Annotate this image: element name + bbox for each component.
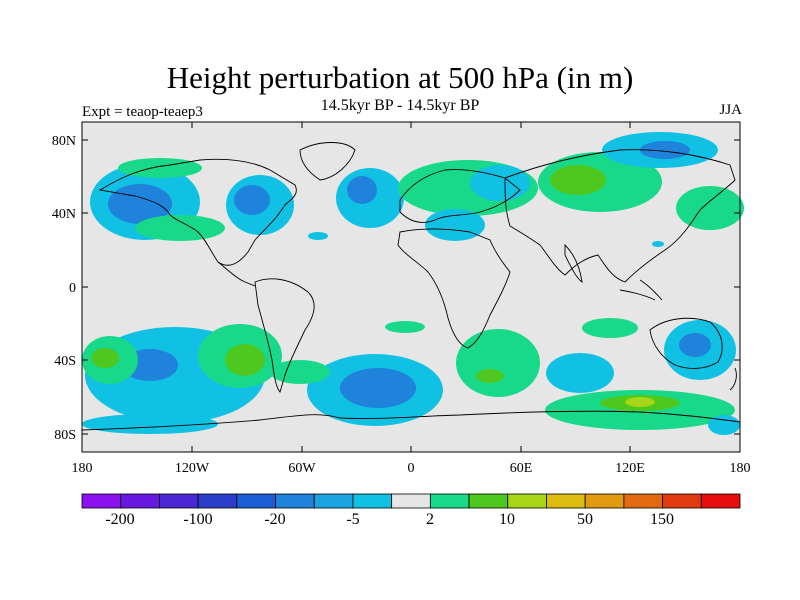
patch-north-pacific-green bbox=[135, 215, 225, 241]
patch-indian-ocean-blue bbox=[546, 353, 614, 393]
colorbar-box-13 bbox=[584, 493, 625, 509]
lat-axis bbox=[82, 139, 740, 435]
patch-southern-band-blue bbox=[82, 414, 218, 434]
colorbar-label-1: -100 bbox=[183, 511, 212, 528]
patch-mediterranean-blue bbox=[425, 209, 485, 241]
patch-europe-blue bbox=[470, 165, 530, 201]
colorbar-box-11 bbox=[507, 493, 547, 509]
patch-southern-ocean-yellow bbox=[625, 397, 655, 407]
colorbar-box-5 bbox=[275, 493, 315, 509]
coast-new-zealand bbox=[729, 367, 737, 391]
lon-axis bbox=[81, 122, 631, 452]
lat-tick-40n: 40N bbox=[52, 207, 76, 222]
season-label: JJA bbox=[719, 102, 742, 118]
colorbar-box-9 bbox=[429, 493, 470, 509]
coast-australia bbox=[649, 317, 723, 369]
coast-central-america bbox=[217, 261, 256, 287]
colorbar-box-1 bbox=[120, 493, 160, 509]
patch-indian-ocean-green bbox=[582, 318, 638, 338]
coastlines bbox=[81, 142, 741, 431]
colorbar-box-7 bbox=[352, 493, 393, 509]
patch-tropical-atlantic-green bbox=[385, 321, 425, 333]
coast-africa bbox=[397, 228, 511, 349]
patch-n-atlantic-inner bbox=[347, 176, 377, 204]
patch-s-pacific-green-core bbox=[225, 344, 265, 376]
lon-tick-0: 0 bbox=[408, 461, 415, 476]
lat-tick-80s: 80S bbox=[54, 428, 76, 443]
lon-tick-120e: 120E bbox=[615, 461, 645, 476]
colorbar-box-10 bbox=[468, 493, 509, 509]
patch-east-asia-green bbox=[676, 186, 744, 230]
patch-w-pacific-blue bbox=[652, 241, 664, 247]
patch-s-america-green bbox=[270, 360, 330, 384]
patch-n-america-inner bbox=[234, 185, 270, 215]
coast-antarctica bbox=[81, 410, 741, 431]
coast-india bbox=[564, 243, 583, 283]
anomaly-patches bbox=[82, 132, 744, 435]
lon-tick-120w: 120W bbox=[175, 461, 210, 476]
colorbar-box-6 bbox=[313, 493, 354, 509]
colorbar-box-16 bbox=[700, 493, 741, 509]
lon-tick-60w: 60W bbox=[288, 461, 316, 476]
patch-australia-core bbox=[679, 333, 711, 357]
coast-south-america bbox=[254, 278, 315, 393]
colorbar-label-4: 2 bbox=[426, 511, 434, 528]
colorbar-box-2 bbox=[159, 493, 199, 509]
colorbar bbox=[81, 493, 741, 509]
lon-tick-180e: 180 bbox=[730, 461, 751, 476]
patch-west-s-green-core bbox=[91, 348, 119, 368]
colorbar-box-12 bbox=[546, 493, 586, 509]
lon-tick-60e: 60E bbox=[510, 461, 533, 476]
patch-s-africa-core bbox=[476, 369, 504, 383]
colorbar-box-0 bbox=[81, 493, 122, 509]
lon-tick-180w: 180 bbox=[72, 461, 93, 476]
patch-arctic-asia-blue-core bbox=[640, 141, 690, 159]
coast-north-america bbox=[98, 158, 297, 266]
colorbar-label-6: 50 bbox=[577, 511, 593, 528]
colorbar-box-15 bbox=[662, 493, 702, 509]
colorbar-box-14 bbox=[623, 493, 663, 509]
coast-greenland bbox=[299, 142, 356, 181]
patch-se-blue bbox=[708, 415, 740, 435]
colorbar-label-3: -5 bbox=[346, 511, 359, 528]
patch-asia-inner bbox=[550, 165, 606, 195]
lat-tick-0: 0 bbox=[69, 281, 76, 296]
lat-tick-40s: 40S bbox=[54, 354, 76, 369]
map-title: Height perturbation at 500 hPa (in m) bbox=[166, 60, 634, 95]
colorbar-box-8 bbox=[391, 493, 431, 509]
colorbar-label-5: 10 bbox=[499, 511, 515, 528]
colorbar-label-2: -20 bbox=[264, 511, 285, 528]
colorbar-box-3 bbox=[197, 493, 238, 509]
colorbar-label-0: -200 bbox=[105, 511, 134, 528]
coast-asia bbox=[504, 149, 736, 283]
coast-maritime-se-asia bbox=[619, 279, 663, 301]
map-subtitle: 14.5kyr BP - 14.5kyr BP bbox=[320, 97, 480, 114]
colorbar-box-4 bbox=[236, 493, 276, 509]
patch-small-blue bbox=[308, 232, 328, 240]
patch-arctic-canada-green bbox=[118, 158, 202, 178]
patch-s-atlantic-core bbox=[340, 368, 416, 408]
lat-tick-80n: 80N bbox=[52, 134, 76, 149]
colorbar-label-7: 150 bbox=[650, 511, 674, 528]
patch-s-africa-green bbox=[456, 329, 540, 397]
experiment-label: Expt = teaop-teaep3 bbox=[82, 104, 203, 120]
coast-europe bbox=[399, 169, 521, 223]
